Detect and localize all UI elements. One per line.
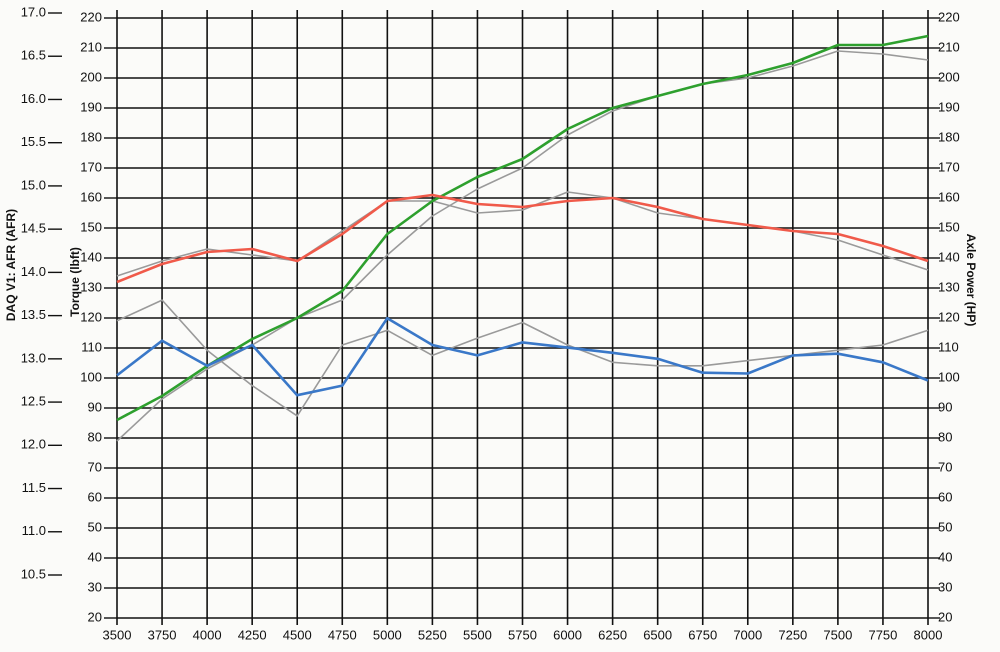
x-tick-label: 5000 [373,627,402,642]
y2-tick-label: 80 [938,429,952,444]
y3-tick-label: 17.0 [21,4,46,19]
x-tick-label: 5750 [508,627,537,642]
x-tick-label: 4000 [193,627,222,642]
y-tick-label: 30 [88,579,102,594]
series-line [116,193,929,284]
y-tick-label: 150 [80,219,102,234]
x-tick-label: 7250 [778,627,807,642]
y-tick-label: 20 [88,609,102,624]
y3-tick-label: 11.0 [22,523,46,538]
y2-tick-label: 20 [938,609,952,624]
y2-tick-label: 130 [938,279,960,294]
y-tick-label: 120 [80,309,102,324]
y3-tick-label: 10.5 [21,566,46,581]
y-tick-label: 80 [88,429,102,444]
y2-tick-label: 50 [938,519,952,534]
y3-tick-label: 14.0 [21,264,46,279]
y3-tick-label: 16.5 [21,48,46,63]
y-tick-label: 50 [88,519,102,534]
y-tick-label: 220 [80,9,102,24]
x-tick-label: 8000 [914,627,943,642]
y-tick-label: 90 [88,399,102,414]
x-tick-label: 4500 [283,627,312,642]
y2-tick-label: 70 [938,459,952,474]
series-line [116,316,929,397]
y2-tick-label: 90 [938,399,952,414]
afr-axis-title: DAQ V1: AFR (AFR) [4,209,18,321]
y3-tick-label: 12.0 [21,437,46,452]
x-tick-label: 6750 [688,627,717,642]
y-tick-label: 200 [80,69,102,84]
y-tick-label: 210 [80,39,102,54]
y2-tick-label: 60 [938,489,952,504]
y-tick-label: 170 [80,159,102,174]
y3-tick-label: 15.5 [21,134,46,149]
y-tick-label: 160 [80,189,102,204]
x-tick-label: 4750 [328,627,357,642]
torque-axis-title: Torque (lbft) [68,247,82,317]
y-tick-label: 70 [88,459,102,474]
y2-tick-label: 190 [938,99,960,114]
y-tick-label: 40 [88,549,102,564]
y-tick-label: 180 [80,129,102,144]
x-tick-label: 5500 [463,627,492,642]
y-tick-label: 130 [80,279,102,294]
x-tick-label: 3750 [148,627,177,642]
y2-tick-label: 110 [938,339,959,354]
y-tick-label: 110 [81,339,102,354]
y2-tick-label: 120 [938,309,960,324]
y-tick-label: 190 [80,99,102,114]
y-tick-label: 140 [80,249,102,264]
y2-tick-label: 30 [938,579,952,594]
x-tick-label: 6500 [643,627,672,642]
y2-tick-label: 160 [938,189,960,204]
x-tick-label: 4250 [238,627,267,642]
y2-tick-label: 150 [938,219,960,234]
y2-tick-label: 210 [938,39,960,54]
y3-tick-label: 13.5 [21,307,46,322]
y2-tick-label: 180 [938,129,960,144]
series-line [116,34,929,422]
y2-tick-label: 100 [938,369,960,384]
y3-tick-label: 12.5 [21,394,46,409]
y-tick-label: 100 [80,369,102,384]
power-axis-title: Axle Power (HP) [964,234,978,327]
y3-tick-label: 11.5 [22,480,46,495]
y3-tick-label: 16.0 [21,91,46,106]
y2-tick-label: 170 [938,159,960,174]
x-tick-label: 7500 [823,627,852,642]
x-tick-label: 3500 [103,627,132,642]
y3-tick-label: 15.0 [21,177,46,192]
x-tick-label: 6000 [553,627,582,642]
x-tick-label: 7750 [868,627,897,642]
y2-tick-label: 200 [938,69,960,84]
y2-tick-label: 140 [938,249,960,264]
x-tick-label: 7000 [733,627,762,642]
y3-tick-label: 14.5 [21,221,46,236]
x-tick-label: 6250 [598,627,627,642]
y-tick-label: 60 [88,489,102,504]
x-tick-label: 5250 [418,627,447,642]
y2-tick-label: 220 [938,9,960,24]
y2-tick-label: 40 [938,549,952,564]
y3-tick-label: 13.0 [21,350,46,365]
